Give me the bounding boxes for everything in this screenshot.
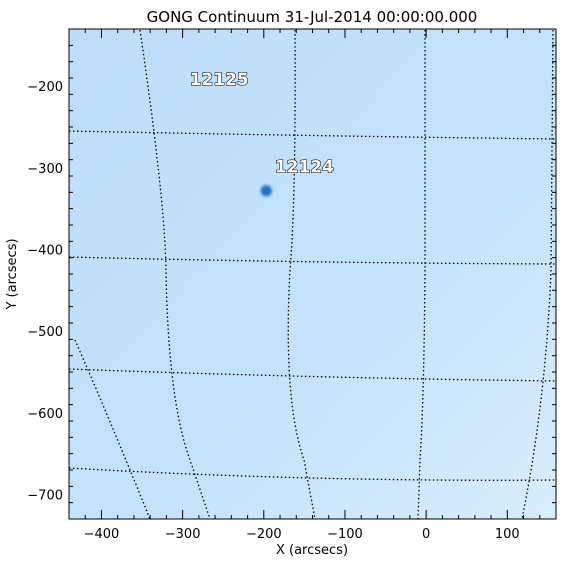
x-tick-label: 0 (422, 527, 430, 542)
y-axis-ticks: −200 −300 −400 −500 −600 −700 (27, 28, 556, 520)
y-tick-label: −700 (27, 489, 63, 504)
longitude-line (417, 29, 426, 519)
latitude-line (69, 130, 556, 140)
longitude-line (74, 339, 151, 519)
x-axis-label: X (arcsecs) (276, 543, 348, 558)
region-label: 12124 (275, 157, 334, 177)
y-tick-label: −200 (27, 80, 63, 95)
y-tick-label: −400 (27, 244, 63, 259)
x-tick-label: 100 (495, 527, 520, 542)
sunspot-umbra (262, 187, 270, 195)
x-tick-label: −100 (327, 527, 363, 542)
x-tick-label: −400 (84, 527, 120, 542)
longitude-line (521, 29, 554, 519)
latitude-line (69, 467, 556, 481)
y-tick-label: −300 (27, 162, 63, 177)
longitude-line (287, 29, 316, 519)
heliographic-grid (69, 29, 556, 519)
latitude-line (69, 368, 556, 382)
y-tick-label: −500 (27, 325, 63, 340)
solar-disk-image (69, 29, 556, 519)
longitude-line (139, 29, 211, 519)
region-label: 12125 (190, 70, 249, 90)
x-axis-ticks: −400 −300 −200 −100 0 100 (68, 29, 557, 542)
y-axis-label: Y (arcsecs) (5, 238, 20, 310)
active-region-labels: 12125 12124 (189, 69, 335, 177)
x-tick-label: −200 (246, 527, 282, 542)
x-tick-label: −300 (165, 527, 201, 542)
plot-title: GONG Continuum 31-Jul-2014 00:00:00.000 (147, 8, 478, 26)
y-tick-label: −600 (27, 407, 63, 422)
